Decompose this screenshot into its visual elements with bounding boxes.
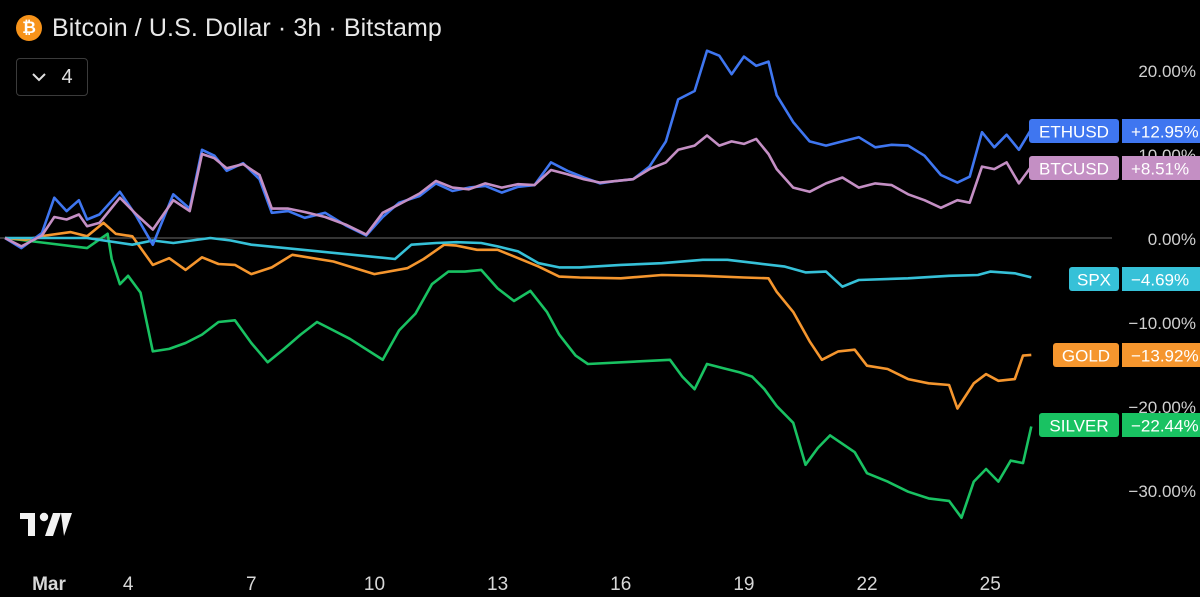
- x-tick-label: 4: [123, 574, 134, 595]
- series-label-ethusd[interactable]: ETHUSD +12.95%: [1029, 119, 1200, 143]
- series-value-text: −4.69%: [1131, 271, 1189, 290]
- series-value-badge: [1122, 343, 1200, 367]
- chevron-down-icon: [32, 73, 47, 82]
- chart-title[interactable]: Bitcoin / U.S. Dollar · 3h · Bitstamp: [52, 13, 442, 42]
- bitcoin-icon: ₿: [16, 15, 42, 41]
- series-line-btcusd[interactable]: [4, 134, 1033, 248]
- tradingview-logo-icon[interactable]: [20, 510, 74, 538]
- x-tick-label: 16: [610, 574, 631, 595]
- series-value-text: −13.92%: [1131, 347, 1199, 366]
- series-line-spx[interactable]: [5, 236, 1032, 288]
- series-value-text: +8.51%: [1131, 160, 1189, 179]
- y-tick-label: −30.00%: [1128, 482, 1196, 501]
- series-line-gold[interactable]: [4, 221, 1032, 410]
- x-tick-label: Mar: [32, 574, 66, 595]
- series-name-text: ETHUSD: [1039, 123, 1109, 142]
- series-name-text: SPX: [1077, 271, 1111, 290]
- series-label-spx[interactable]: SPX −4.69%: [1069, 267, 1200, 291]
- series-line-silver[interactable]: [4, 232, 1033, 519]
- series-value-text: −22.44%: [1131, 417, 1199, 436]
- series-name-badge: [1029, 119, 1119, 143]
- x-tick-label: 10: [364, 574, 385, 595]
- series-name-text: SILVER: [1049, 417, 1108, 436]
- x-tick-label: 13: [487, 574, 508, 595]
- y-tick-label: −10.00%: [1128, 314, 1196, 333]
- x-tick-label: 7: [246, 574, 257, 595]
- series-value-badge: [1122, 156, 1200, 180]
- series-name-badge: [1053, 343, 1119, 367]
- indicators-toggle-button[interactable]: 4: [16, 58, 88, 96]
- series-label-gold[interactable]: GOLD −13.92%: [1053, 343, 1200, 367]
- series-name-text: BTCUSD: [1039, 160, 1109, 179]
- series-line-ethusd[interactable]: [4, 49, 1033, 250]
- indicator-count: 4: [61, 65, 73, 88]
- series-value-badge: [1122, 413, 1200, 437]
- chart-header: ₿ Bitcoin / U.S. Dollar · 3h · Bitstamp: [16, 12, 442, 44]
- series-value-badge: [1122, 119, 1200, 143]
- series-label-silver[interactable]: SILVER −22.44%: [1039, 413, 1200, 437]
- x-tick-label: 22: [856, 574, 877, 595]
- series-label-btcusd[interactable]: BTCUSD +8.51%: [1029, 156, 1200, 180]
- series-name-badge: [1039, 413, 1119, 437]
- series-value-badge: [1122, 267, 1200, 291]
- series-name-text: GOLD: [1062, 347, 1110, 366]
- series-name-badge: [1069, 267, 1119, 291]
- y-tick-label: 0.00%: [1148, 230, 1196, 249]
- x-tick-label: 19: [733, 574, 754, 595]
- series-value-text: +12.95%: [1131, 123, 1199, 142]
- y-tick-label: 20.00%: [1138, 62, 1196, 81]
- series-name-badge: [1029, 156, 1119, 180]
- y-tick-label: −20.00%: [1128, 398, 1196, 417]
- x-tick-label: 25: [980, 574, 1001, 595]
